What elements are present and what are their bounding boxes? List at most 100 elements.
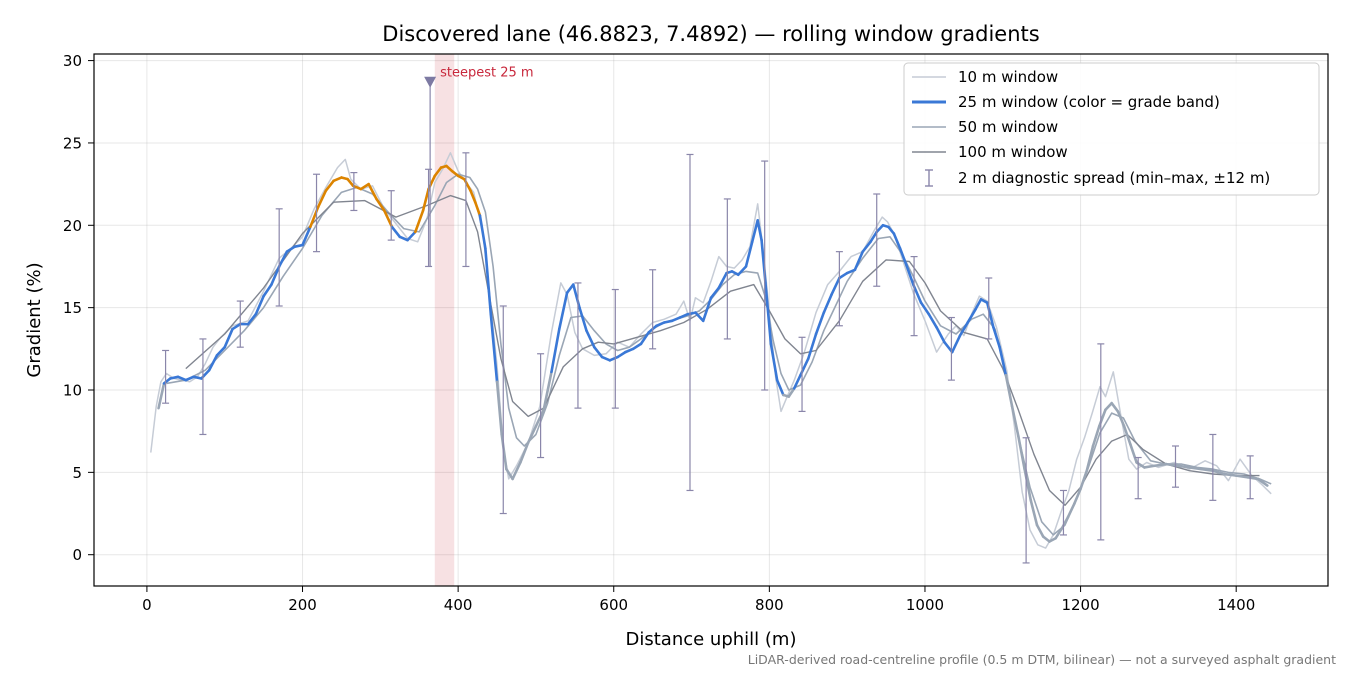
series-25m-segment bbox=[861, 240, 872, 253]
spread-errorbar bbox=[1022, 437, 1030, 564]
x-tick-label: 0 bbox=[142, 596, 152, 614]
series-25m-segment bbox=[484, 247, 493, 316]
series-25m-segment bbox=[414, 209, 425, 234]
series-25m-segment bbox=[998, 345, 1008, 377]
series-25m-segment bbox=[1129, 443, 1138, 464]
spread-errorbar bbox=[761, 160, 769, 391]
series-layer bbox=[150, 152, 1272, 549]
series-25m-segment bbox=[1153, 462, 1168, 468]
series-25m-segment bbox=[293, 243, 304, 249]
series-25m-segment bbox=[974, 298, 983, 311]
spread-errorbar bbox=[985, 277, 993, 340]
series-25m-segment bbox=[346, 177, 355, 188]
spread-errorbar bbox=[313, 173, 321, 253]
series-25m-segment bbox=[1122, 424, 1132, 446]
series-25m-segment bbox=[966, 307, 977, 324]
steepest-band bbox=[434, 54, 455, 586]
series-25m-segment bbox=[1116, 410, 1126, 428]
series-25m-segment bbox=[898, 247, 908, 267]
spread-errorbar bbox=[574, 282, 582, 409]
series-25m-segment bbox=[301, 225, 312, 247]
series-25m-segment bbox=[1035, 523, 1045, 538]
marker-layer: steepest 25 m bbox=[424, 66, 534, 267]
series-25m-segment bbox=[1188, 466, 1203, 471]
y-tick-label: 25 bbox=[63, 134, 82, 152]
legend-label-25m: 25 m window (color = grade band) bbox=[958, 93, 1220, 111]
series-25m-segment bbox=[469, 189, 477, 204]
legend-label-10m: 10 m window bbox=[958, 68, 1058, 86]
legend: 10 m window 25 m window (color = grade b… bbox=[903, 62, 1320, 196]
series-25m-segment bbox=[500, 433, 508, 471]
series-25m-segment bbox=[892, 232, 902, 250]
series-25m-segment bbox=[168, 375, 180, 380]
series-25m-segment bbox=[750, 219, 759, 244]
series-line-0 bbox=[150, 152, 1272, 549]
series-25m-segment bbox=[157, 382, 166, 410]
y-tick-label: 30 bbox=[63, 52, 82, 70]
legend-label-50m: 50 m window bbox=[958, 118, 1058, 136]
series-25m-segment bbox=[869, 230, 879, 244]
series-25m-segment bbox=[390, 225, 402, 239]
series-25m-segment bbox=[806, 332, 818, 361]
series-25m-segment bbox=[495, 380, 504, 436]
plot-frame bbox=[93, 53, 1329, 587]
series-25m-segment bbox=[919, 301, 931, 316]
y-tick-label: 10 bbox=[63, 382, 82, 400]
legend-box bbox=[903, 62, 1320, 196]
spread-errorbar bbox=[611, 288, 619, 409]
spread-layer bbox=[162, 152, 1254, 564]
spread-errorbar bbox=[236, 300, 244, 348]
spread-errorbar bbox=[350, 171, 358, 212]
spread-errorbar bbox=[1246, 455, 1254, 500]
series-25m-segment bbox=[670, 316, 682, 323]
spread-errorbar bbox=[462, 152, 470, 268]
x-tick-label: 400 bbox=[444, 596, 473, 614]
series-25m-segment bbox=[592, 345, 604, 359]
series-25m-segment bbox=[744, 240, 754, 268]
y-tick-label: 20 bbox=[63, 217, 82, 235]
series-25m-segment bbox=[927, 312, 938, 329]
series-25m-segment bbox=[316, 189, 328, 209]
series-25m-segment bbox=[686, 311, 697, 316]
series-25m-segment bbox=[578, 306, 588, 333]
series-25m-segment bbox=[406, 230, 417, 242]
series-25m-segment bbox=[585, 329, 596, 349]
spread-errorbar bbox=[947, 316, 955, 381]
x-tick-label: 800 bbox=[755, 596, 784, 614]
spread-errorbar bbox=[686, 153, 694, 492]
spread-errorbar bbox=[1209, 433, 1217, 501]
series-25m-segment bbox=[639, 331, 651, 346]
y-axis-ticks: 0 5 10 15 20 25 30 bbox=[63, 52, 94, 564]
series-25m-segment bbox=[1079, 469, 1089, 491]
series-25m-segment bbox=[1176, 464, 1191, 469]
series-25m-segment bbox=[769, 342, 779, 382]
series-25m-segment bbox=[192, 375, 203, 380]
series-25m-segment bbox=[254, 294, 265, 316]
series-25m-segment bbox=[678, 312, 689, 319]
series-25m-segment bbox=[845, 268, 857, 275]
series-25m-segment bbox=[1211, 469, 1226, 476]
spread-errorbar bbox=[162, 349, 170, 404]
series-25m-segment bbox=[473, 200, 482, 217]
series-25m-segment bbox=[324, 179, 335, 193]
spread-errorbar bbox=[649, 269, 657, 350]
series-25m-segment bbox=[246, 312, 258, 326]
series-25m-segment bbox=[1029, 499, 1039, 527]
chart-title: Discovered lane (46.8823, 7.4892) — roll… bbox=[382, 22, 1039, 46]
y-tick-label: 15 bbox=[63, 299, 82, 317]
series-25m-segment bbox=[519, 441, 530, 464]
legend-label-100m: 100 m window bbox=[958, 143, 1068, 161]
footnote: LiDAR-derived road-centreline profile (0… bbox=[748, 652, 1336, 667]
series-25m-segment bbox=[1066, 502, 1076, 519]
series-25m-segment bbox=[792, 373, 802, 390]
x-axis-ticks: 0 200 400 600 800 1000 1200 1400 bbox=[142, 586, 1255, 614]
series-line-3 bbox=[185, 194, 1260, 506]
series-25m-segment bbox=[262, 283, 273, 298]
series-25m-segment bbox=[450, 169, 460, 178]
series-25m-segment bbox=[608, 355, 619, 362]
series-25m-segment bbox=[231, 322, 242, 331]
series-25m-segment bbox=[557, 291, 569, 331]
series-25m-segment bbox=[176, 375, 188, 382]
spread-errorbar bbox=[537, 353, 545, 459]
